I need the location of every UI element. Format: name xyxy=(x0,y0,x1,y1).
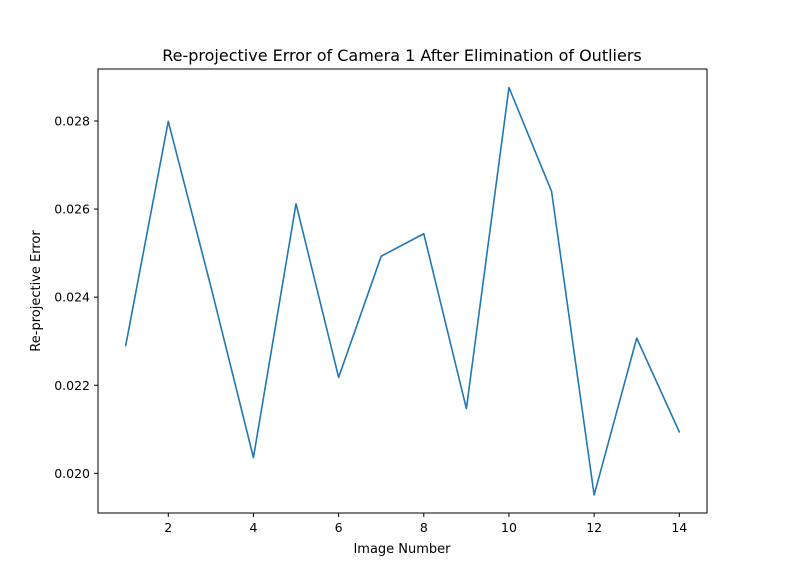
y-tick-label: 0.020 xyxy=(54,466,90,481)
y-tick-label: 0.024 xyxy=(54,290,90,305)
y-tick-label: 0.022 xyxy=(54,378,90,393)
x-tick-label: 10 xyxy=(501,520,517,535)
y-axis-label: Re-projective Error xyxy=(29,230,44,352)
x-tick-label: 4 xyxy=(249,520,257,535)
y-tick-label: 0.026 xyxy=(54,202,90,217)
plot-area-frame xyxy=(97,68,708,514)
x-axis-label: Image Number xyxy=(353,542,451,557)
y-axis-ticks: 0.020 0.022 0.024 0.026 0.028 xyxy=(54,113,98,481)
x-tick-label: 14 xyxy=(671,520,687,535)
series-group xyxy=(124,86,681,496)
x-axis-ticks: 2 4 6 8 10 12 14 xyxy=(164,513,687,535)
series-line xyxy=(124,86,681,496)
y-tick-label: 0.028 xyxy=(54,113,90,128)
x-tick-label: 12 xyxy=(586,520,602,535)
x-tick-label: 2 xyxy=(164,520,172,535)
chart-title: Re-projective Error of Camera 1 After El… xyxy=(162,46,642,65)
x-tick-label: 8 xyxy=(420,520,428,535)
x-tick-label: 6 xyxy=(335,520,343,535)
